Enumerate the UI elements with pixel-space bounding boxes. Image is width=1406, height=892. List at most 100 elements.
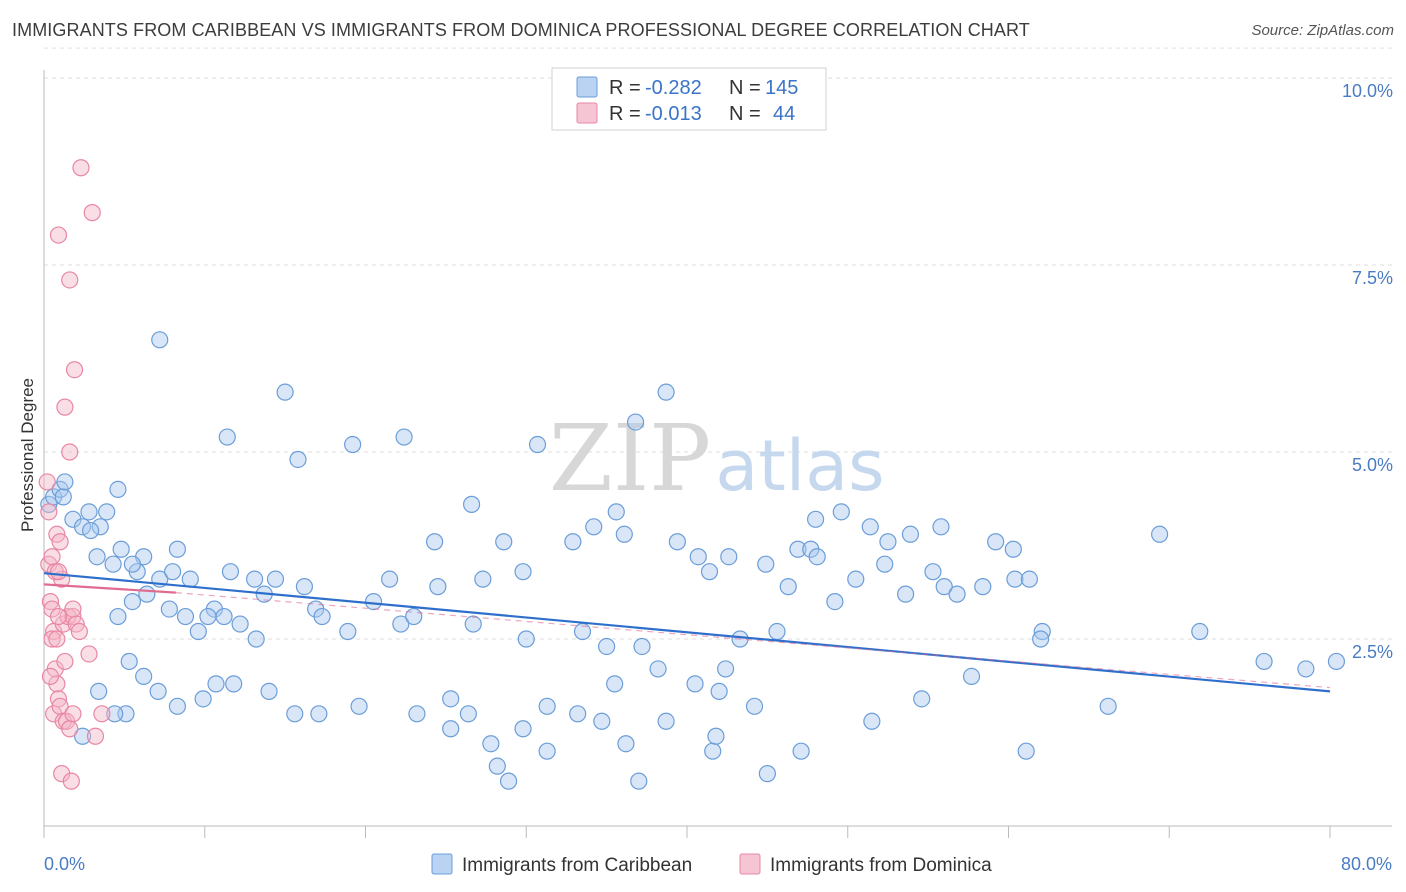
caribbean-point <box>569 705 587 723</box>
caribbean-point <box>82 521 100 540</box>
caribbean-point <box>707 727 725 745</box>
caribbean-point <box>962 667 981 686</box>
y-tick-labels: 2.5% 5.0% 7.5% 10.0% <box>1342 81 1393 662</box>
caribbean-point <box>606 675 624 693</box>
caribbean-point <box>289 450 307 469</box>
caribbean-point <box>879 533 897 551</box>
caribbean-point <box>1006 570 1024 588</box>
caribbean-point <box>408 705 426 723</box>
bottom-legend-swatch-dominica <box>739 853 761 875</box>
caribbean-point <box>593 712 611 730</box>
caribbean-point <box>514 563 532 581</box>
caribbean-point <box>710 682 728 700</box>
legend-swatch-caribbean <box>576 76 598 98</box>
caribbean-point <box>168 540 187 558</box>
caribbean-point <box>633 637 651 656</box>
caribbean-point <box>459 705 477 723</box>
caribbean-point <box>826 592 844 611</box>
caribbean-point <box>1297 660 1315 678</box>
caribbean-point <box>924 563 942 581</box>
legend-r-label: R = <box>609 77 641 99</box>
dominica-point <box>41 667 60 686</box>
dominica-point <box>62 772 80 790</box>
caribbean-point <box>1020 570 1038 588</box>
caribbean-point <box>221 563 240 581</box>
caribbean-point <box>847 570 865 588</box>
trend-line-caribbean <box>43 572 1331 693</box>
caribbean-point <box>779 578 797 596</box>
chart-source: Source: ZipAtlas.com <box>1251 22 1394 39</box>
caribbean-point <box>464 615 482 633</box>
dominica-point <box>70 622 88 641</box>
caribbean-point <box>488 757 506 775</box>
caribbean-point <box>123 592 142 611</box>
caribbean-point <box>649 660 667 678</box>
caribbean-point <box>164 563 182 581</box>
caribbean-point <box>339 622 357 641</box>
caribbean-point <box>344 435 362 454</box>
caribbean-point <box>630 772 648 790</box>
caribbean-point <box>218 428 236 446</box>
caribbean-point <box>901 525 920 543</box>
legend-n-value: 44 <box>773 103 795 125</box>
caribbean-point <box>615 525 633 543</box>
caribbean-point <box>689 548 707 566</box>
dominica-point <box>65 361 84 379</box>
caribbean-point <box>364 592 383 611</box>
caribbean-point <box>517 630 535 648</box>
y-tick-label: 7.5% <box>1352 268 1393 288</box>
caribbean-point <box>98 503 116 521</box>
caribbean-point <box>429 578 447 596</box>
dominica-point <box>61 443 79 461</box>
caribbean-point <box>657 712 675 730</box>
dominica-point <box>49 607 68 626</box>
bottom-legend-label-caribbean: Immigrants from Caribbean <box>462 855 692 876</box>
dominica-point <box>64 705 82 723</box>
caribbean-point <box>73 727 92 745</box>
caribbean-point <box>538 697 556 715</box>
watermark-atlas: atlas <box>715 425 884 507</box>
legend-r-label: R = <box>609 103 641 125</box>
caribbean-point <box>350 697 368 715</box>
x-tick-label-max: 80.0% <box>1341 854 1392 874</box>
caribbean-point <box>1017 742 1035 760</box>
caribbean-point <box>598 637 616 656</box>
legend-n-value: 145 <box>765 77 798 99</box>
caribbean-point <box>686 675 704 693</box>
caribbean-point <box>266 570 285 588</box>
caribbean-point <box>106 705 124 723</box>
caribbean-point <box>626 413 645 431</box>
caribbean-point <box>295 578 314 596</box>
watermark: ZIP atlas <box>549 405 885 512</box>
y-tick-label: 10.0% <box>1342 81 1393 101</box>
caribbean-point <box>617 735 635 753</box>
trend-line-dominica <box>43 583 176 594</box>
caribbean-point <box>276 383 294 401</box>
caribbean-point <box>381 570 399 588</box>
caribbean-point <box>135 667 153 686</box>
caribbean-point <box>538 742 556 760</box>
caribbean-point <box>474 570 492 588</box>
caribbean-point <box>80 503 98 521</box>
y-tick-label: 5.0% <box>1352 455 1393 475</box>
caribbean-point <box>1004 540 1022 558</box>
caribbean-point <box>56 473 74 491</box>
caribbean-point <box>668 533 686 551</box>
caribbean-point <box>88 548 106 566</box>
caribbean-point <box>149 682 167 700</box>
caribbean-point <box>138 585 156 603</box>
caribbean-point <box>91 518 109 536</box>
dominica-point <box>43 630 61 648</box>
dominica-point <box>56 398 74 416</box>
bottom-legend: Immigrants from Caribbean Immigrants fro… <box>431 853 992 876</box>
caribbean-point <box>948 585 966 603</box>
caribbean-point <box>700 563 719 581</box>
caribbean-point <box>109 607 127 626</box>
caribbean-point <box>657 383 675 401</box>
caribbean-point <box>564 533 582 551</box>
dominica-point <box>83 204 101 222</box>
caribbean-point <box>528 435 547 454</box>
caribbean-point <box>395 428 413 446</box>
caribbean-point <box>974 578 992 596</box>
watermark-zip: ZIP <box>549 405 711 512</box>
